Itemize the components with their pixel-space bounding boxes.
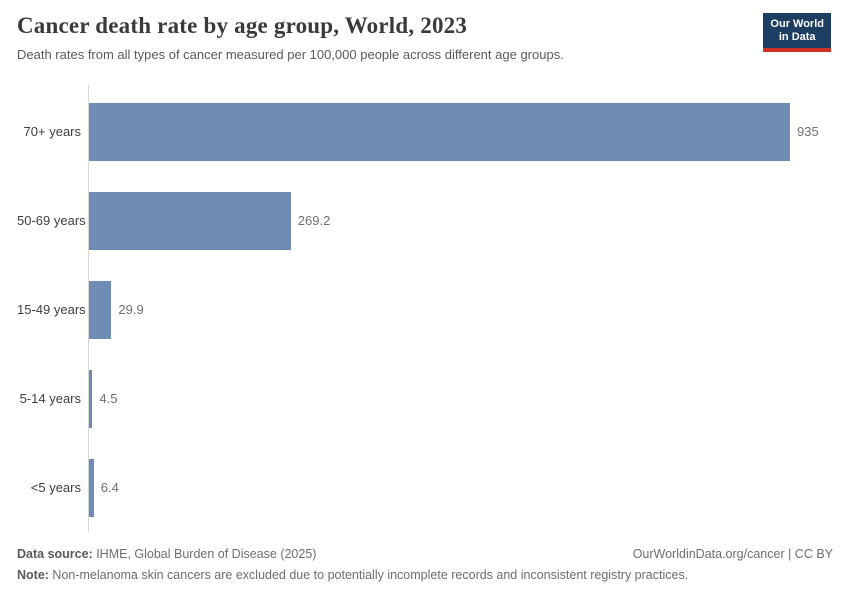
bar-row: <5 years 6.4 (17, 443, 833, 532)
bar-row: 70+ years 935 (17, 87, 833, 176)
bar-row: 5-14 years 4.5 (17, 354, 833, 443)
bar-track: 269.2 (88, 191, 833, 250)
chart-footer: Data source: IHME, Global Burden of Dise… (17, 546, 833, 584)
value-label: 935 (797, 124, 819, 139)
category-label: 5-14 years (19, 391, 81, 406)
bar-track: 935 (88, 102, 833, 161)
note-text: Non-melanoma skin cancers are excluded d… (48, 568, 689, 583)
bar[interactable] (89, 369, 93, 428)
chart-header: Cancer death rate by age group, World, 2… (0, 0, 850, 63)
bar[interactable] (89, 458, 94, 517)
bar-row: 15-49 years 29.9 (17, 265, 833, 354)
value-label: 4.5 (99, 391, 118, 406)
bar-track: 4.5 (88, 369, 833, 428)
data-source-text: IHME, Global Burden of Disease (2025) (92, 547, 317, 561)
value-label: 269.2 (297, 213, 331, 228)
category-label: <5 years (30, 480, 81, 495)
category-label: 70+ years (23, 124, 81, 139)
bar[interactable] (89, 191, 291, 250)
owid-logo-line1: Our World (770, 18, 824, 30)
bar[interactable] (89, 280, 112, 339)
credit-link[interactable]: OurWorldinData.org/cancer | CC BY (632, 547, 833, 561)
data-source-line: Data source: IHME, Global Burden of Dise… (17, 546, 316, 562)
note-label: Note: (17, 568, 49, 583)
bar-track: 6.4 (88, 458, 833, 517)
data-source-label: Data source: (17, 547, 93, 561)
chart-title: Cancer death rate by age group, World, 2… (17, 13, 468, 38)
note-line: Note: Non-melanoma skin cancers are excl… (17, 567, 833, 583)
owid-logo[interactable]: Our World in Data (763, 13, 831, 52)
bar-chart: 70+ years 935 50-69 years 269.2 15-49 years 2… (17, 85, 833, 532)
owid-logo-line2: in Data (778, 31, 816, 43)
value-label: 29.9 (118, 302, 144, 317)
value-label: 6.4 (100, 480, 119, 495)
bar[interactable] (89, 102, 790, 161)
footer-source-row: Data source: IHME, Global Burden of Dise… (17, 546, 833, 562)
bar-row: 50-69 years 269.2 (17, 176, 833, 265)
bar-track: 29.9 (88, 280, 833, 339)
category-label: 50-69 years (17, 213, 86, 228)
bar-rows: 70+ years 935 50-69 years 269.2 15-49 years 2… (17, 85, 833, 532)
y-axis-line (88, 85, 89, 532)
category-label: 15-49 years (17, 302, 86, 317)
chart-subtitle: Death rates from all types of cancer mea… (17, 47, 564, 62)
